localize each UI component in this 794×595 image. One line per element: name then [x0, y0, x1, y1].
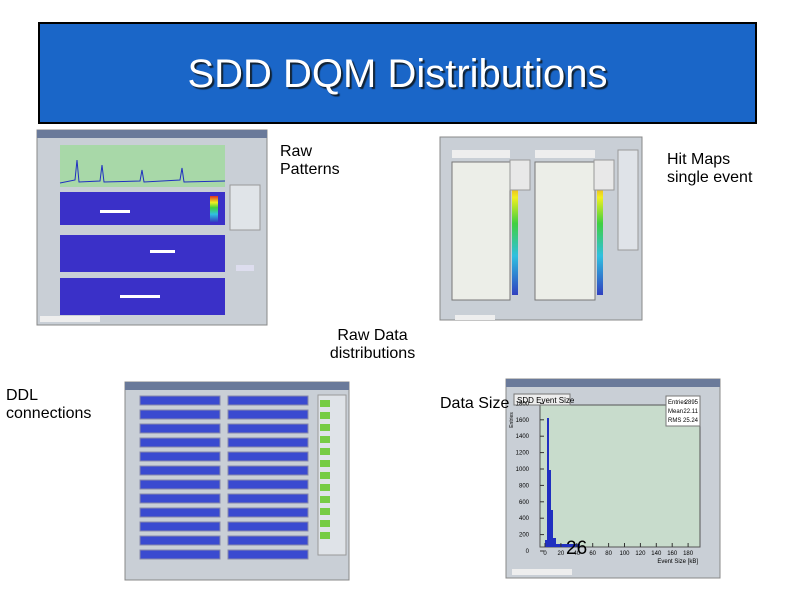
stat-value: 2895 [685, 400, 699, 406]
x-tick-label: 120 [635, 551, 646, 557]
slide-title: SDD DQM Distributions [187, 52, 608, 96]
hit-maps-label: Hit Maps single event [667, 151, 752, 187]
label-line: Hit Maps [667, 151, 731, 168]
ddl-screenshot [124, 381, 350, 581]
label-line: DDL [6, 387, 39, 404]
ddl-flag [320, 508, 330, 515]
ddl-flag [320, 436, 330, 443]
ddl-flag [320, 400, 330, 407]
y-tick-label: 800 [519, 483, 530, 489]
stat-name: Mean [668, 409, 683, 415]
ddl-flag [320, 520, 330, 527]
label-line: single event [667, 169, 753, 186]
ddl-strip [227, 535, 309, 546]
hit-maps-screenshot [439, 136, 643, 321]
page-number: 26 [566, 538, 588, 559]
ddl-strip [227, 437, 309, 448]
x-tick-label: 140 [651, 551, 662, 557]
stat-name: Entries [668, 400, 687, 406]
ddl-strip [139, 409, 221, 420]
data-size-label: Data Size [440, 395, 510, 412]
label-line: Raw Data [337, 327, 408, 344]
label-line: connections [6, 405, 92, 422]
ddl-strip [139, 549, 221, 560]
raw-patterns-screenshot [36, 129, 268, 326]
stat-value: 25.24 [683, 418, 699, 424]
ddl-flag [320, 472, 330, 479]
ddl-label: DDL connections [6, 387, 91, 423]
ddl-flag [320, 412, 330, 419]
x-tick-label: 20 [558, 551, 565, 557]
ddl-strip [139, 423, 221, 434]
ddl-strip [139, 493, 221, 504]
ddl-strip [227, 451, 309, 462]
x-tick-label: 80 [605, 551, 612, 557]
x-tick-label: 40 [573, 551, 580, 557]
raw-patterns-label: Raw Patterns [280, 143, 340, 179]
ddl-flag [320, 496, 330, 503]
y-tick-label: 0 [526, 549, 530, 555]
x-axis-label: Event Size [kB] [657, 559, 698, 565]
ddl-strip [227, 549, 309, 560]
y-tick-label: 1600 [516, 418, 530, 424]
ddl-strip [139, 395, 221, 406]
ddl-flag [320, 484, 330, 491]
x-tick-label: 160 [667, 551, 678, 557]
ddl-strip [227, 409, 309, 420]
panel-title: SDD Event Size [517, 396, 575, 405]
x-tick-label: 180 [683, 551, 694, 557]
title-box: SDD DQM Distributions [38, 22, 757, 124]
ddl-strip [227, 479, 309, 490]
ddl-flag [320, 448, 330, 455]
stat-name: RMS [668, 418, 681, 424]
ddl-strip [227, 423, 309, 434]
y-axis-label: Entries [509, 412, 515, 428]
ddl-strip [139, 507, 221, 518]
x-tick-label: 100 [619, 551, 630, 557]
y-tick-label: 200 [519, 533, 530, 539]
ddl-strip [227, 493, 309, 504]
label-line: Raw [280, 143, 313, 160]
ddl-strip [139, 451, 221, 462]
ddl-strip [139, 521, 221, 532]
y-tick-label: 1800 [516, 401, 530, 407]
ddl-flag [320, 424, 330, 431]
ddl-flag [320, 532, 330, 539]
y-tick-label: 1200 [516, 451, 530, 457]
ddl-strip [139, 479, 221, 490]
x-tick-label: 60 [589, 551, 596, 557]
stat-value: 22.11 [683, 409, 698, 415]
y-tick-label: 400 [519, 516, 530, 522]
ddl-strip [139, 437, 221, 448]
label-line: Patterns [280, 161, 340, 178]
ddl-strip [227, 465, 309, 476]
label-line: distributions [329, 345, 416, 362]
ddl-flag [320, 460, 330, 467]
x-tick-label: 0 [543, 551, 547, 557]
ddl-strip [227, 507, 309, 518]
y-tick-label: 600 [519, 500, 530, 506]
y-tick-label: 1400 [516, 434, 530, 440]
ddl-strip [139, 465, 221, 476]
ddl-strip [227, 521, 309, 532]
ddl-strip [139, 535, 221, 546]
ddl-strip [227, 395, 309, 406]
raw-data-label: Raw Data distributions [300, 327, 445, 363]
y-tick-label: 1000 [516, 467, 530, 473]
